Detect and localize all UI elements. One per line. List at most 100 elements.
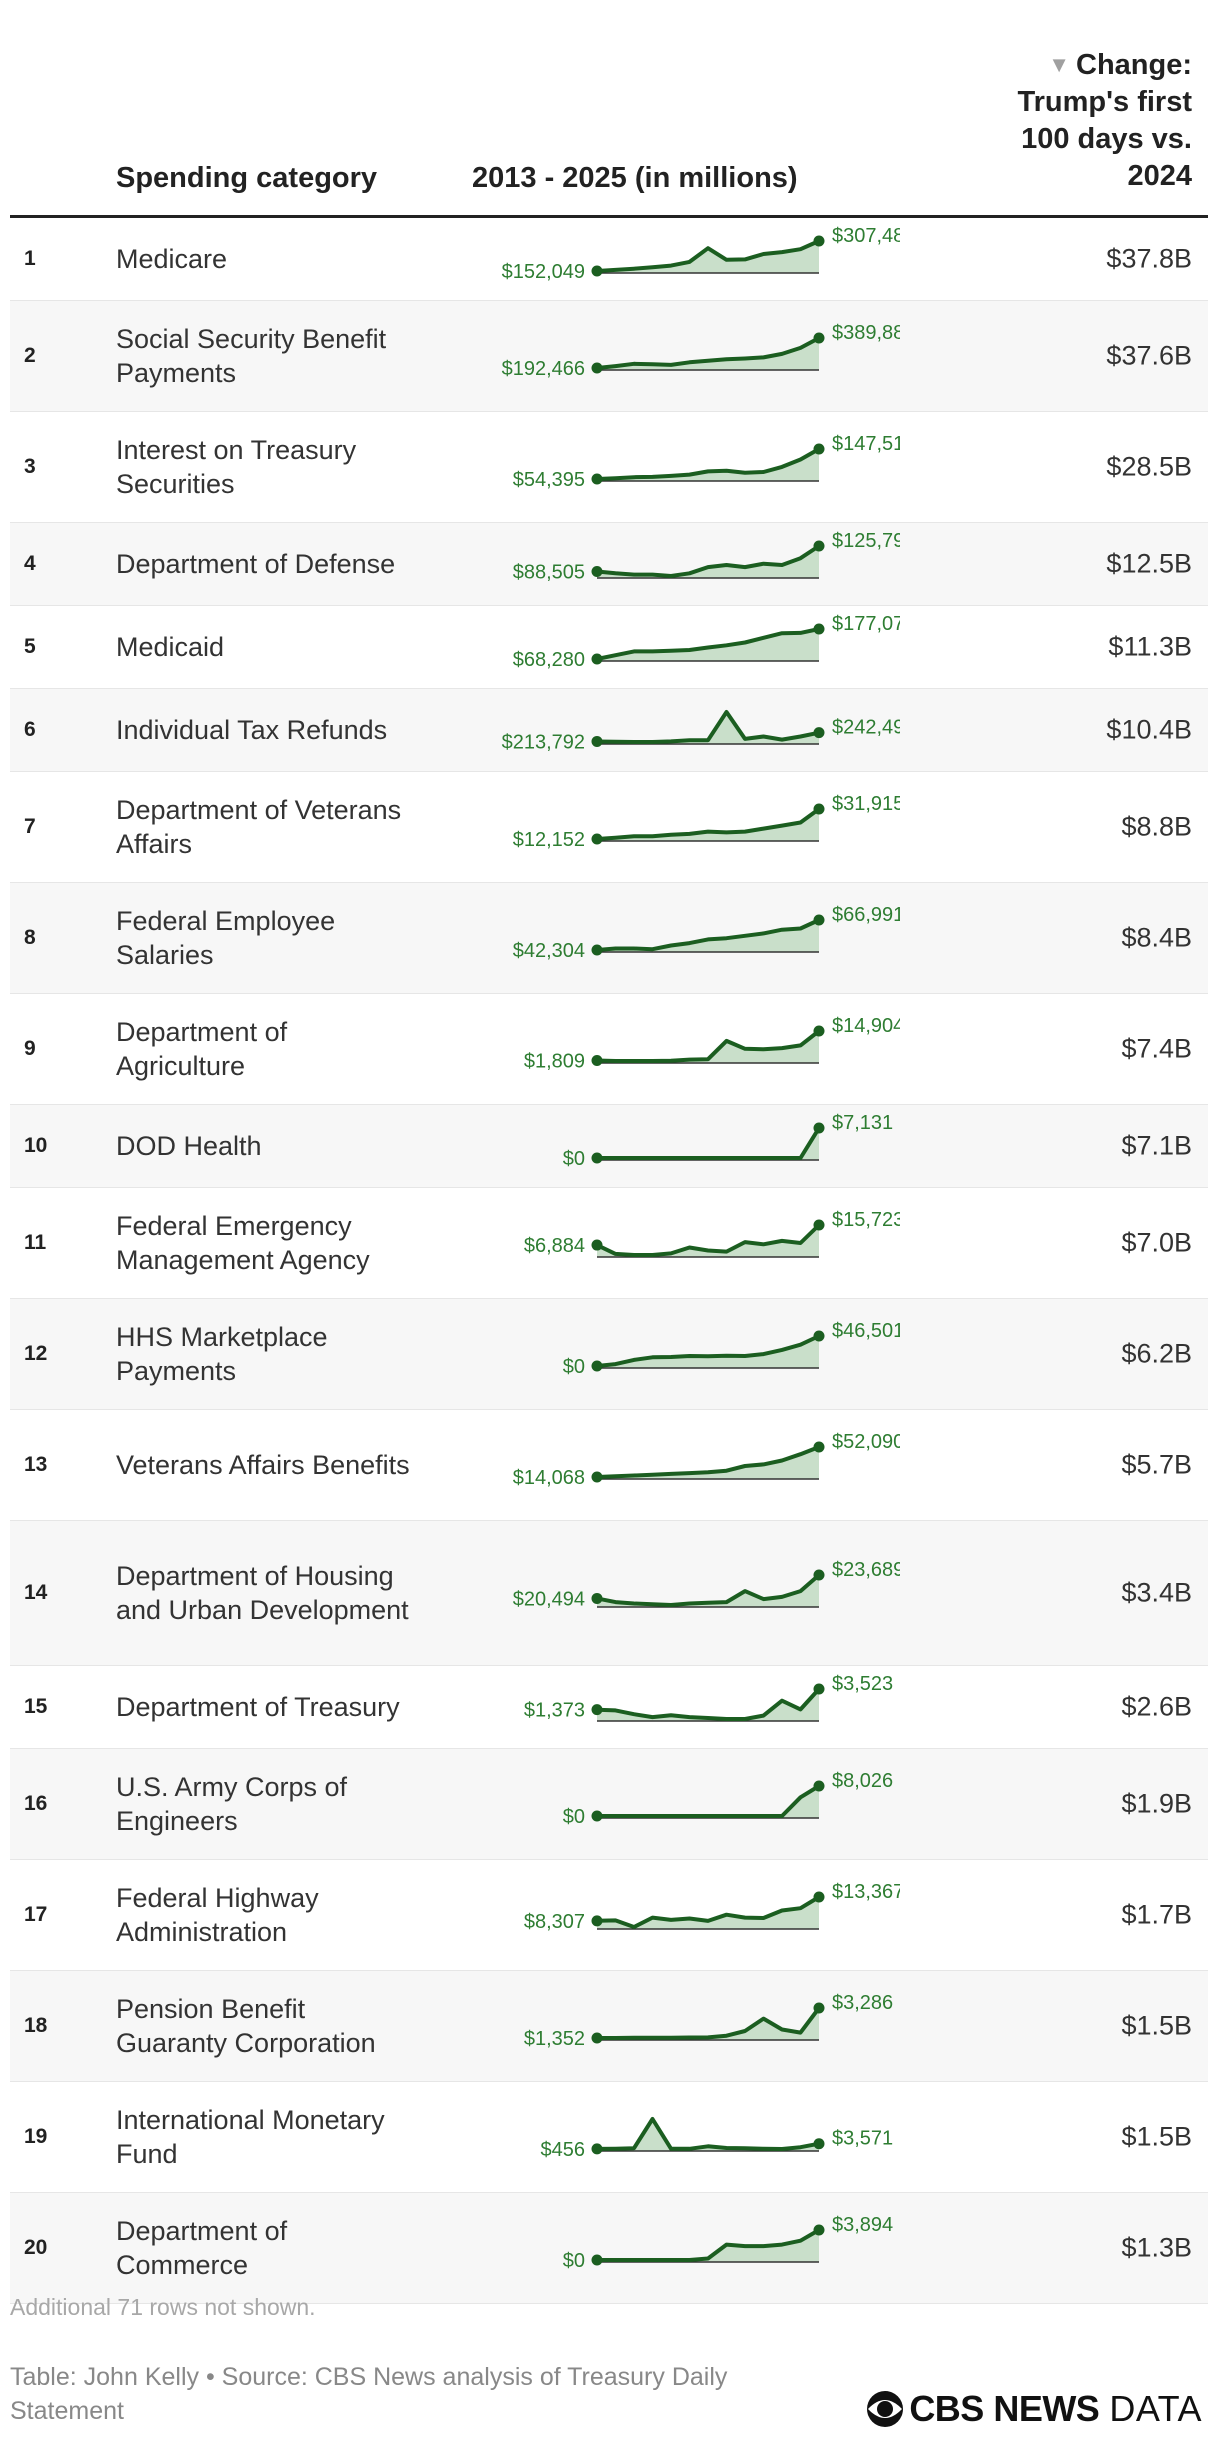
row-sparkline: $0 $46,501 — [563, 1320, 900, 1378]
sparkline-end-point — [813, 1025, 825, 1037]
table-body: 1 Medicare $152,049 $307,481 $37.8B 2 Social S… — [10, 218, 1208, 2304]
sparkline-end-point — [813, 2002, 825, 2014]
row-sparkline: $8,307 $13,367 — [524, 1881, 900, 1933]
row-category: Individual Tax Refunds — [116, 715, 388, 745]
table-row[interactable]: 20 Department of Commerce $0 $3,894 $1.3B — [10, 2193, 1208, 2304]
source-footer: Table: John Kelly • Source: CBS News ana… — [10, 2363, 728, 2425]
sparkline-line — [596, 1223, 821, 1257]
sparkline-line — [596, 627, 820, 661]
sparkline-end-point — [813, 727, 825, 739]
sparkline-end-point — [813, 540, 825, 552]
table-row[interactable]: 16 U.S. Army Corps of Engineers $0 $8,026 $1… — [10, 1749, 1208, 1860]
sparkline-line — [596, 1029, 821, 1063]
sparkline-area — [597, 1336, 819, 1368]
table-header: Spending category 2013 - 2025 (in millio… — [10, 0, 1208, 218]
table-row[interactable]: 13 Veterans Affairs Benefits $14,068 $52,09… — [10, 1410, 1208, 1521]
table-row[interactable]: 14 Department of Housing and Urban Develo… — [10, 1521, 1208, 1666]
table-row[interactable]: 4 Department of Defense $88,505 $125,798 $12… — [10, 523, 1208, 606]
row-change: $8.4B — [1121, 922, 1192, 953]
table-row[interactable]: 15 Department of Treasury $1,373 $3,523 $2.6… — [10, 1666, 1208, 1749]
spending-table: Spending category 2013 - 2025 (in millio… — [10, 0, 1208, 2304]
sparkline-start-label: $54,395 — [513, 469, 585, 491]
sparkline-end-point — [813, 2138, 825, 2150]
row-sparkline: $12,152 $31,915 — [513, 793, 900, 851]
table-row[interactable]: 8 Federal Employee Salaries $42,304 $66,991… — [10, 883, 1208, 994]
sparkline-start-label: $0 — [563, 2250, 585, 2272]
table-row[interactable]: 12 HHS Marketplace Payments $0 $46,501 $6.2B — [10, 1299, 1208, 1410]
row-category: Department of Defense — [116, 549, 396, 579]
sparkline-area — [597, 1128, 819, 1160]
row-sparkline: $68,280 $177,077 — [513, 613, 900, 671]
row-sparkline: $54,395 $147,518 — [513, 433, 900, 491]
row-category: Social Security Benefit Payments — [116, 324, 387, 388]
sparkline-end-point — [813, 1122, 825, 1134]
row-change: $1.7B — [1121, 1899, 1192, 1930]
row-change: $28.5B — [1106, 451, 1192, 482]
row-rank: 1 — [24, 247, 36, 270]
table-row[interactable]: 1 Medicare $152,049 $307,481 $37.8B — [10, 218, 1208, 301]
table-row[interactable]: 5 Medicaid $68,280 $177,077 $11.3B — [10, 606, 1208, 689]
sparkline-end-label: $52,090 — [832, 1431, 900, 1453]
sparkline-line — [596, 710, 820, 744]
row-category: Department of Agriculture — [116, 1017, 288, 1081]
sparkline-area — [597, 1031, 819, 1063]
row-rank: 13 — [24, 1453, 48, 1476]
sparkline-start-point — [591, 833, 603, 845]
sparkline-end-label: $125,798 — [832, 530, 900, 552]
table-row[interactable]: 7 Department of Veterans Affairs $12,152 $3… — [10, 772, 1208, 883]
row-change: $1.3B — [1121, 2232, 1192, 2263]
sparkline-end-point — [813, 803, 825, 815]
sparkline-start-point — [591, 653, 603, 665]
sparkline-area — [597, 2230, 819, 2262]
sparkline-area — [597, 809, 819, 841]
sparkline-start-label: $0 — [563, 1148, 585, 1170]
sparkline-end-label: $242,494 — [832, 717, 900, 739]
row-category: Interest on Treasury Securities — [116, 435, 357, 499]
row-rank: 9 — [24, 1037, 36, 1060]
sparkline-start-point — [591, 1055, 603, 1067]
table-row[interactable]: 10 DOD Health $0 $7,131 $7.1B — [10, 1105, 1208, 1188]
header-range[interactable]: 2013 - 2025 (in millions) — [472, 162, 798, 194]
sparkline-start-label: $1,809 — [524, 1051, 585, 1073]
sparkline-area — [597, 1786, 819, 1818]
sparkline-end-label: $177,077 — [832, 613, 900, 635]
table-row[interactable]: 19 International Monetary Fund $456 $3,571 $… — [10, 2082, 1208, 2193]
row-category: DOD Health — [116, 1131, 262, 1161]
row-category: HHS Marketplace Payments — [116, 1322, 328, 1386]
sparkline-start-point — [591, 362, 603, 374]
sparkline-line — [596, 807, 821, 841]
sparkline-line — [597, 1784, 821, 1818]
sparkline-end-point — [813, 623, 825, 635]
table-row[interactable]: 2 Social Security Benefit Payments $192,46… — [10, 301, 1208, 412]
row-sparkline: $42,304 $66,991 — [513, 904, 900, 962]
table-row[interactable]: 17 Federal Highway Administration $8,307 $1… — [10, 1860, 1208, 1971]
sparkline-end-label: $3,894 — [832, 2214, 893, 2236]
sparkline-end-label: $3,286 — [832, 1992, 893, 2014]
table-row[interactable]: 11 Federal Emergency Management Agency $6,… — [10, 1188, 1208, 1299]
sparkline-start-point — [591, 1810, 603, 1822]
row-category: Veterans Affairs Benefits — [116, 1450, 410, 1480]
row-rank: 18 — [24, 2014, 48, 2037]
sparkline-start-point — [591, 1592, 603, 1604]
table-row[interactable]: 3 Interest on Treasury Securities $54,395 $… — [10, 412, 1208, 523]
table-row[interactable]: 9 Department of Agriculture $1,809 $14,904 $… — [10, 994, 1208, 1105]
sparkline-end-point — [813, 1441, 825, 1453]
row-rank: 11 — [24, 1231, 47, 1254]
sparkline-area — [597, 1689, 819, 1721]
row-rank: 7 — [24, 815, 36, 838]
row-rank: 3 — [24, 455, 36, 478]
sparkline-start-point — [591, 2254, 603, 2266]
row-change: $7.1B — [1121, 1130, 1192, 1161]
sparkline-line — [596, 239, 820, 273]
row-category: Medicare — [116, 244, 228, 274]
table-row[interactable]: 18 Pension Benefit Guaranty Corporation $1… — [10, 1971, 1208, 2082]
row-sparkline: $456 $3,571 — [541, 2117, 893, 2161]
header-change[interactable]: ▼ Change: Trump's first 100 days vs. 2024 — [962, 46, 1192, 195]
header-category[interactable]: Spending category — [116, 162, 378, 194]
sparkline-end-label: $66,991 — [832, 904, 900, 926]
sparkline-start-point — [591, 473, 603, 485]
sparkline-area — [597, 712, 819, 744]
row-sparkline: $0 $3,894 — [563, 2214, 893, 2272]
sparkline-area — [597, 2008, 819, 2040]
